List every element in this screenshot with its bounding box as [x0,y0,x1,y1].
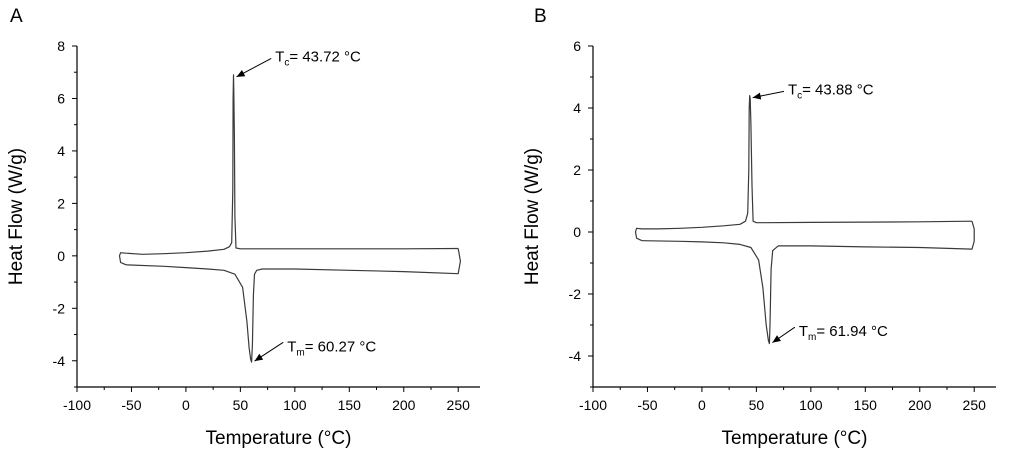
x-tick-label: 250 [963,397,987,413]
x-tick-label: 200 [392,397,416,413]
y-tick-label: 6 [57,90,65,106]
y-tick-label: 6 [573,38,581,54]
annotation-arrow-head [254,353,264,362]
annotation-arrow-head [752,92,762,100]
x-axis-title: Temperature (°C) [206,428,352,449]
x-tick-label: 100 [283,397,307,413]
x-tick-label: 50 [749,397,765,413]
x-tick-label: 0 [698,397,706,413]
x-tick-label: -100 [63,397,91,413]
y-tick-label: -2 [53,300,66,316]
cooling-curve [118,74,459,266]
panel-b: B -100 -50 0 50 100 150 200 250 -4 -2 0 2 4 6 Temperatu… [522,6,996,449]
y-tick-label: 2 [57,195,65,211]
panel-a: A -100 -50 0 50 100 150 200 250 -4 -2 0 2 4 6 8 Temperat… [6,6,480,449]
y-axis-title: Heat Flow (W/g) [6,148,27,285]
y-tick-label: -4 [53,353,66,369]
y-tick-label: 4 [57,143,65,159]
x-tick-label: 200 [908,397,932,413]
x-tick-label: 50 [233,397,249,413]
x-tick-label: -50 [637,397,657,413]
heating-curve [641,221,975,345]
x-tick-label: 150 [854,397,878,413]
x-tick-label: 0 [182,397,190,413]
peak-annotation: Tc= 43.72 °C [275,48,361,68]
y-tick-label: -2 [569,286,582,302]
peak-annotation: Tm= 60.27 °C [287,338,376,358]
x-tick-label: -50 [121,397,141,413]
panel-label: A [10,6,23,27]
y-tick-label: 4 [573,100,581,116]
y-tick-label: 0 [57,248,65,264]
y-tick-label: 0 [573,224,581,240]
y-tick-label: 8 [57,38,65,54]
panel-label: B [534,6,547,27]
y-axis-title: Heat Flow (W/g) [522,148,543,285]
x-tick-label: 250 [447,397,471,413]
annotation-arrow-head [772,335,781,343]
cooling-curve [634,95,973,242]
x-tick-label: -100 [579,397,607,413]
x-tick-label: 100 [799,397,823,413]
x-tick-label: 150 [338,397,362,413]
y-tick-label: -4 [569,348,582,364]
heating-curve [125,248,461,363]
y-tick-label: 2 [573,162,581,178]
peak-annotation: Tm= 61.94 °C [799,323,888,343]
peak-annotation: Tc= 43.88 °C [788,81,874,101]
annotation-arrow-head [236,70,246,77]
x-axis-title: Temperature (°C) [722,428,868,449]
